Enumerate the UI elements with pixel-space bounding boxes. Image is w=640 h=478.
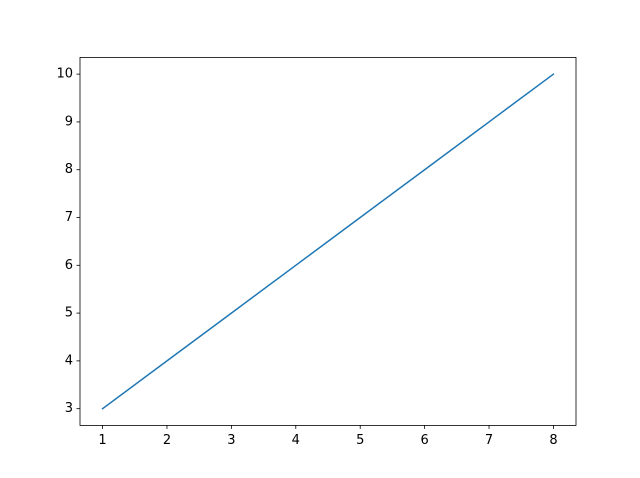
y-tick-label: 3 [65,401,73,416]
x-tick-label: 1 [98,433,106,448]
y-tick-label: 8 [65,162,73,177]
x-tick-label: 2 [163,433,171,448]
x-tick-label: 5 [356,433,364,448]
line-series [101,73,555,410]
y-tick-label: 10 [56,67,73,82]
y-tick-label: 6 [65,258,73,273]
y-tick-label: 7 [65,210,73,225]
x-tick-label: 8 [549,433,557,448]
x-tick-label: 4 [292,433,300,448]
x-tick-label: 6 [420,433,428,448]
y-tick-label: 4 [65,353,73,368]
plot-frame [79,57,577,426]
x-tick-label: 7 [485,433,493,448]
y-tick-label: 9 [65,114,73,129]
x-tick-label: 3 [227,433,235,448]
y-tick-label: 5 [65,306,73,321]
